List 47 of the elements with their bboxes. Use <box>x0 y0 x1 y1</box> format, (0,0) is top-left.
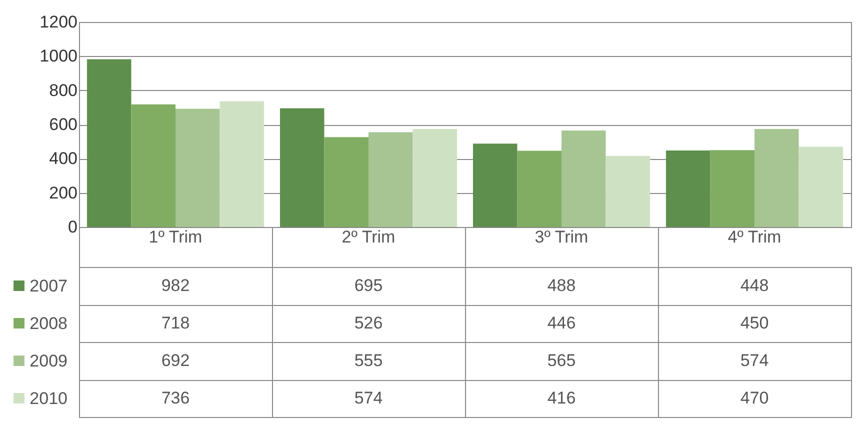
legend-label: 2009 <box>30 351 68 370</box>
data-label: 416 <box>547 388 576 408</box>
legend-label: 2008 <box>30 314 68 333</box>
data-label: 982 <box>161 276 190 295</box>
bar <box>412 128 458 227</box>
data-label: 565 <box>547 350 576 370</box>
bar <box>562 130 606 227</box>
x-tick-label: 3º Trim <box>534 228 588 246</box>
bar <box>176 108 220 227</box>
y-tick-label: 1200 <box>40 12 78 32</box>
x-tick-label: 1º Trim <box>148 228 202 246</box>
bar <box>220 101 264 227</box>
data-label: 555 <box>354 350 383 370</box>
data-label: 450 <box>740 313 769 332</box>
y-tick-label: 800 <box>49 80 78 100</box>
bar <box>472 144 518 227</box>
bar <box>324 137 368 227</box>
data-label: 446 <box>547 313 576 332</box>
data-label: 526 <box>354 313 383 332</box>
bar <box>798 146 844 227</box>
y-tick-label: 200 <box>49 183 78 202</box>
bar <box>710 150 754 227</box>
y-tick-label: 400 <box>49 149 78 168</box>
bar <box>666 150 710 227</box>
x-tick-label: 4º Trim <box>728 228 782 246</box>
bar <box>517 150 562 227</box>
data-label: 574 <box>740 350 769 370</box>
legend-label: 2010 <box>30 388 68 408</box>
data-label: 448 <box>740 276 769 295</box>
bar <box>754 128 799 227</box>
data-label: 488 <box>547 276 576 295</box>
bar <box>280 108 324 227</box>
y-tick-label: 600 <box>49 115 78 134</box>
x-tick-label: 2º Trim <box>342 228 396 246</box>
bar <box>368 132 413 227</box>
data-label: 695 <box>354 276 383 295</box>
bar <box>606 156 650 227</box>
data-label: 470 <box>740 388 769 408</box>
y-tick-label: 0 <box>68 218 78 236</box>
y-tick-label: 1000 <box>40 46 78 66</box>
data-label: 718 <box>161 313 190 332</box>
data-label: 574 <box>354 388 383 408</box>
legend-label: 2007 <box>30 276 68 296</box>
bar <box>131 104 176 227</box>
data-label: 736 <box>161 388 190 408</box>
bar <box>86 59 132 227</box>
data-label: 692 <box>161 350 190 370</box>
